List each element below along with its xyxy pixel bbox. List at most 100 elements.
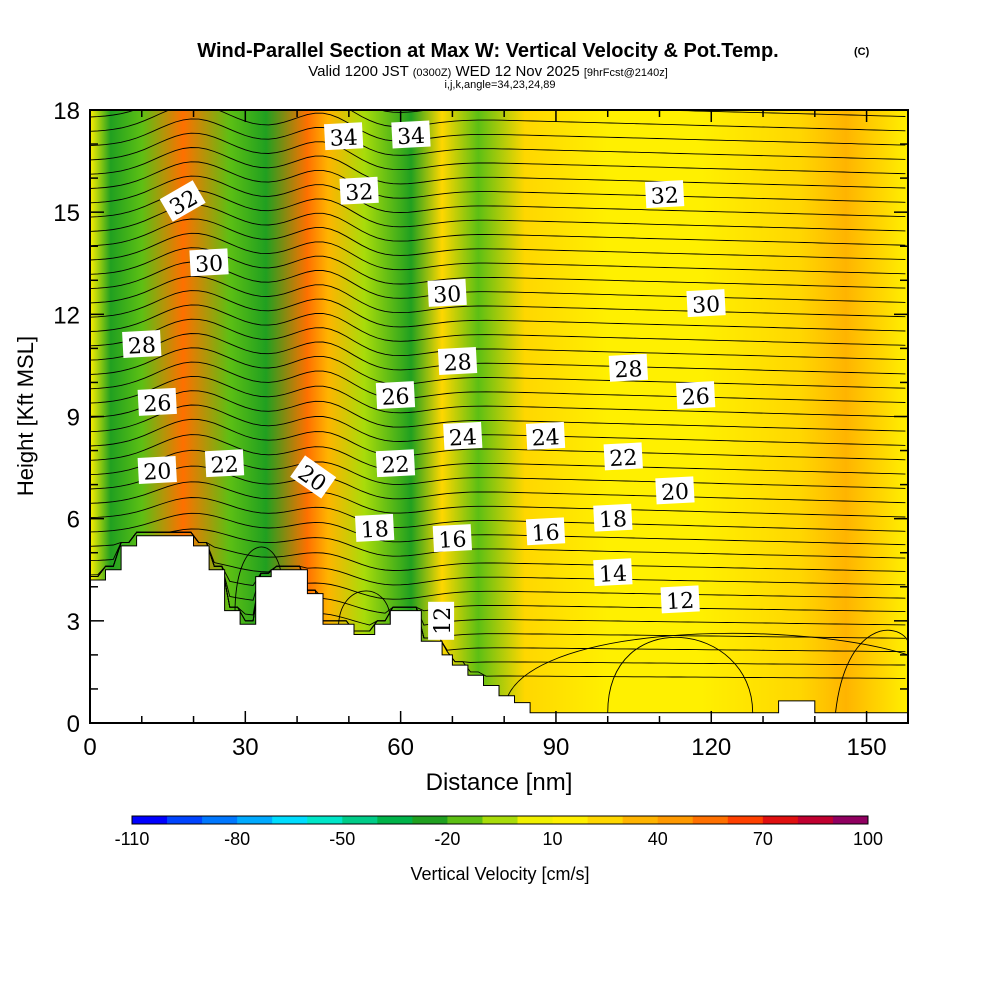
contour-label: 24 [525, 421, 566, 452]
svg-text:24: 24 [531, 425, 560, 451]
svg-text:22: 22 [609, 446, 638, 472]
colorbar-swatch [307, 816, 343, 824]
near-surface-contours [234, 546, 908, 713]
isentrope-line [90, 481, 906, 518]
colorbar-tick-label: -50 [329, 829, 355, 849]
svg-text:16: 16 [531, 521, 560, 547]
y-axis-label: Height [Kft MSL] [13, 336, 38, 496]
colorbar-swatch [517, 816, 554, 824]
valid-prefix: Valid 1200 JST [308, 63, 408, 80]
isentrope-line [90, 290, 906, 332]
colorbar-tick-label: 10 [543, 829, 563, 849]
isentrope-line [90, 347, 906, 389]
svg-text:26: 26 [681, 384, 710, 410]
y-tick-label: 6 [67, 507, 80, 534]
contour-label: 34 [391, 120, 431, 150]
isentrope-line [378, 110, 906, 117]
contour-label: 16 [432, 524, 473, 554]
contour-label: 26 [137, 387, 177, 418]
isentrope-line [90, 333, 906, 375]
svg-text:18: 18 [598, 507, 627, 533]
isentrope-line [90, 497, 906, 532]
svg-text:20: 20 [660, 480, 689, 506]
colorbar-swatch [202, 816, 238, 824]
contour-label: 26 [675, 381, 716, 411]
contour-label: 22 [204, 449, 245, 479]
isentrope-line [90, 528, 906, 559]
svg-text:24: 24 [448, 425, 477, 451]
isentrope-line [90, 175, 906, 218]
isentrope-line [90, 531, 906, 614]
svg-text:18: 18 [360, 517, 389, 543]
x-tick-label: 0 [83, 734, 96, 761]
valid-utc: (0300Z) [413, 67, 452, 79]
contour-label: 18 [593, 503, 633, 533]
isentrope-line [90, 147, 906, 189]
colorbar-swatch [657, 816, 694, 824]
colorbar-swatch [832, 816, 869, 824]
forecast-info: [9hrFcst@2140z] [584, 67, 668, 79]
contour-label: 30 [189, 248, 229, 278]
svg-text:32: 32 [345, 180, 374, 206]
colorbar-swatch [762, 816, 799, 824]
svg-text:28: 28 [614, 357, 643, 383]
isentrope-line [90, 531, 906, 586]
isentrope-contours [90, 110, 906, 679]
colorbar-swatch [482, 816, 519, 824]
isentrope-line [90, 110, 906, 146]
isentrope-line [90, 318, 906, 361]
isentrope-line [90, 390, 906, 432]
colorbar-tick-label: -110 [115, 829, 150, 849]
svg-text:22: 22 [210, 452, 239, 478]
valid-date: WED 12 Nov 2025 [455, 63, 579, 80]
svg-text:26: 26 [143, 391, 172, 417]
isentrope-line [90, 512, 906, 546]
colorbar-swatch [552, 816, 589, 824]
colorbar-swatch [447, 816, 483, 824]
terrain-mask [90, 535, 908, 723]
svg-text:30: 30 [195, 252, 224, 278]
isentrope-line [90, 189, 906, 232]
surface-contour [338, 590, 391, 628]
isentrope-line [90, 275, 906, 318]
contour-label: 14 [593, 558, 633, 588]
isentrope-line [90, 375, 906, 418]
svg-text:28: 28 [127, 333, 156, 359]
isentrope-line [90, 531, 906, 626]
plot-area [90, 110, 908, 723]
y-tick-label: 12 [53, 302, 80, 329]
colorbar-tick-label: 40 [648, 829, 668, 849]
contour-label: 26 [375, 381, 416, 411]
y-tick-label: 9 [67, 405, 80, 432]
y-tick-label: 15 [53, 200, 80, 227]
isentrope-line [90, 304, 906, 346]
y-tick-label: 18 [53, 98, 80, 125]
colorbar-swatch [587, 816, 624, 824]
isentrope-line [90, 110, 906, 132]
contour-label: 16 [525, 517, 566, 547]
contour-label: 30 [686, 289, 726, 319]
svg-text:12: 12 [666, 589, 695, 615]
contour-label: 28 [437, 347, 478, 377]
contour-label: 24 [443, 421, 483, 452]
x-tick-label: 120 [691, 734, 731, 761]
isentrope-line [90, 132, 906, 175]
y-tick-label: 3 [67, 609, 80, 636]
isentrope-line [90, 232, 906, 275]
contour-label: 34 [323, 122, 364, 152]
isentrope-line [90, 161, 906, 203]
contour-label: 22 [603, 442, 643, 472]
colorbar-swatch [727, 816, 764, 824]
svg-text:32: 32 [650, 183, 679, 209]
svg-text:26: 26 [381, 384, 410, 410]
svg-text:30: 30 [692, 292, 721, 318]
svg-text:34: 34 [329, 125, 358, 151]
copyright-mark: (C) [854, 46, 870, 58]
chart-title: Wind-Parallel Section at Max W: Vertical… [197, 40, 778, 62]
colorbar-tick-label: 70 [753, 829, 773, 849]
contour-label: 30 [427, 278, 467, 309]
grid-indices: i,j,k,angle=34,23,24,89 [444, 79, 555, 91]
svg-text:28: 28 [443, 350, 472, 376]
isentrope-line [90, 434, 906, 475]
x-tick-label: 150 [847, 734, 887, 761]
